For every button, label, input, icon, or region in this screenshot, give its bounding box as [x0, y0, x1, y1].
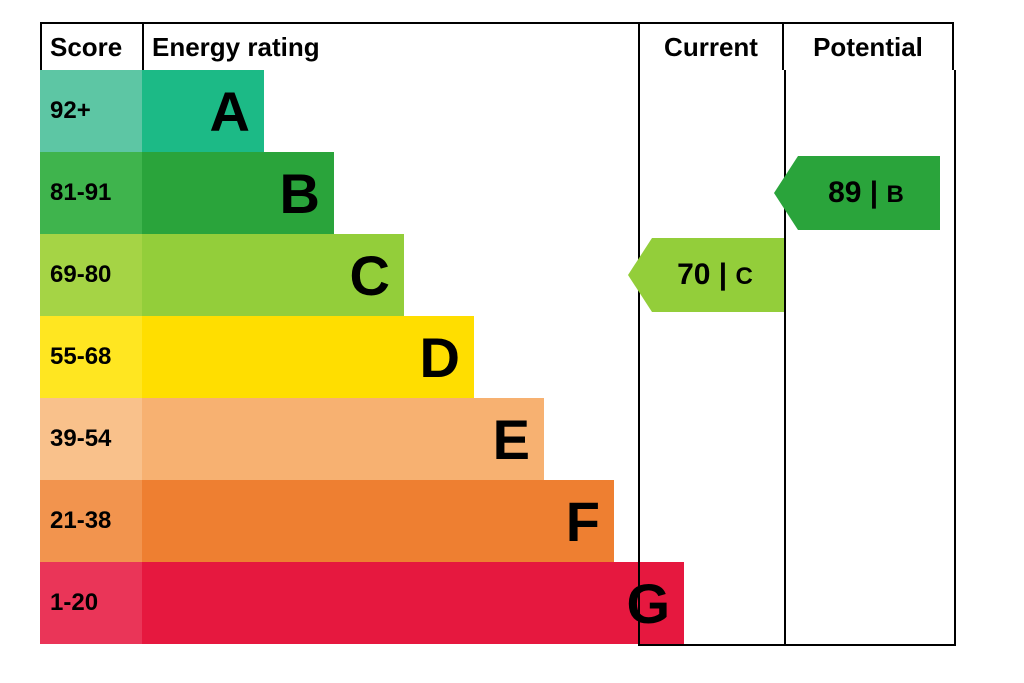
rating-bar: B: [142, 152, 334, 234]
score-range: 21-38: [40, 480, 142, 562]
rating-band: 55-68D: [40, 316, 984, 398]
marker-separator: |: [710, 258, 735, 291]
rating-band: 1-20G: [40, 562, 984, 644]
potential-marker-label: 89 | B: [772, 176, 942, 210]
current-marker-score: 70: [677, 258, 710, 291]
score-range: 39-54: [40, 398, 142, 480]
score-range: 81-91: [40, 152, 142, 234]
column-divider: [638, 70, 640, 644]
rating-band: 21-38F: [40, 480, 984, 562]
bottom-border: [638, 644, 956, 646]
potential-marker-score: 89: [828, 176, 861, 209]
column-divider: [954, 70, 956, 644]
header-potential: Potential: [782, 22, 954, 70]
header-score: Score: [40, 22, 142, 70]
header-current: Current: [638, 22, 784, 70]
score-range: 92+: [40, 70, 142, 152]
rating-band: 69-80C: [40, 234, 984, 316]
current-marker: 70 | C: [626, 234, 786, 316]
rating-bar: A: [142, 70, 264, 152]
score-range: 69-80: [40, 234, 142, 316]
potential-marker: 89 | B: [772, 152, 942, 234]
rating-bar: F: [142, 480, 614, 562]
energy-rating-chart: ScoreEnergy ratingCurrentPotential92+A81…: [40, 22, 984, 646]
score-range: 55-68: [40, 316, 142, 398]
current-marker-label: 70 | C: [626, 258, 786, 292]
potential-marker-letter: B: [887, 181, 904, 208]
rating-bar: C: [142, 234, 404, 316]
current-marker-letter: C: [736, 263, 753, 290]
header-rating: Energy rating: [142, 22, 638, 70]
rating-bar: E: [142, 398, 544, 480]
rating-band: 92+A: [40, 70, 984, 152]
rating-band: 39-54E: [40, 398, 984, 480]
marker-separator: |: [861, 176, 886, 209]
score-range: 1-20: [40, 562, 142, 644]
rating-bar: G: [142, 562, 684, 644]
rating-bar: D: [142, 316, 474, 398]
